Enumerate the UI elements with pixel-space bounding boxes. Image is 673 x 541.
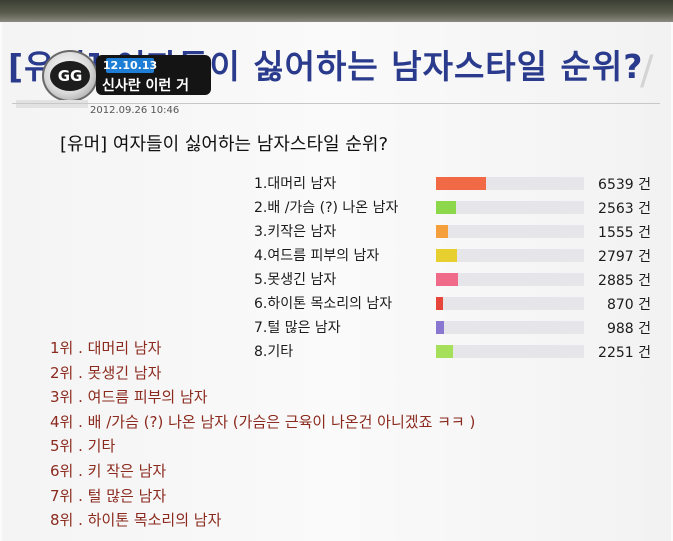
poll-vote-count: 2251 건	[598, 345, 651, 361]
ranking-item: 4위 . 배 /가슴 (?) 나온 남자 (가슴은 근육이 나온건 아니겠죠 ㅋ…	[50, 413, 476, 431]
poll-option-label: 5.못생긴 남자	[254, 272, 337, 288]
blurred-author	[16, 100, 88, 108]
ranking-item: 6위 . 키 작은 남자	[50, 462, 167, 480]
top-strip	[0, 0, 673, 22]
poll-vote-count: 2885 건	[598, 273, 651, 289]
post-timestamp: 2012.09.26 10:46	[90, 105, 180, 116]
poll-bar-track	[436, 273, 584, 286]
poll-bar-fill	[436, 201, 456, 214]
channel-logo-icon: GG	[42, 50, 98, 102]
ranking-item: 8위 . 하이톤 목소리의 남자	[50, 511, 222, 529]
poll-bar-fill	[436, 177, 486, 190]
divider	[12, 103, 660, 104]
poll-bar-fill	[436, 273, 458, 286]
poll-vote-count: 988 건	[606, 321, 651, 337]
poll-bar-track	[436, 225, 584, 238]
poll-vote-count: 2563 건	[598, 201, 651, 217]
poll-option-label: 6.하이톤 목소리의 남자	[254, 296, 393, 312]
logo-text: GG	[50, 61, 90, 91]
ranking-item: 5위 . 기타	[50, 437, 116, 455]
poll-bar-fill	[436, 321, 444, 334]
poll-bar-fill	[436, 249, 457, 262]
poll-bar-track	[436, 345, 584, 358]
poll-option-label: 8.기타	[254, 344, 294, 360]
watermark-slash-icon: /	[640, 48, 654, 94]
poll-vote-count: 2797 건	[598, 249, 651, 265]
poll-vote-count: 6539 건	[598, 177, 651, 193]
poll-option-label: 4.여드름 피부의 남자	[254, 248, 380, 264]
poll-option-label: 2.배 /가슴 (?) 나온 남자	[254, 200, 399, 216]
poll-vote-count: 1555 건	[598, 225, 651, 241]
poll-bar-fill	[436, 297, 443, 310]
poll-bar-track	[436, 249, 584, 262]
post-title: [유머] 여자들이 싫어하는 남자스타일 순위?	[60, 134, 389, 155]
caption-date: 12.10.13	[102, 58, 158, 73]
poll-option-label: 7.털 많은 남자	[254, 320, 341, 336]
poll-bar-track	[436, 297, 584, 310]
ranking-item: 1위 . 대머리 남자	[50, 339, 162, 357]
poll-bar-fill	[436, 225, 448, 238]
poll-bar-track	[436, 177, 584, 190]
poll-vote-count: 870 건	[606, 297, 651, 313]
ranking-item: 2위 . 못생긴 남자	[50, 364, 162, 382]
poll-option-label: 3.키작은 남자	[254, 224, 337, 240]
caption-text: 신사란 이런 거	[102, 78, 190, 94]
ranking-item: 7위 . 털 많은 남자	[50, 487, 167, 505]
poll-bar-fill	[436, 345, 453, 358]
poll-bar-track	[436, 321, 584, 334]
poll-option-label: 1.대머리 남자	[254, 176, 337, 192]
ranking-item: 3위 . 여드름 피부의 남자	[50, 388, 208, 406]
poll-bar-track	[436, 201, 584, 214]
